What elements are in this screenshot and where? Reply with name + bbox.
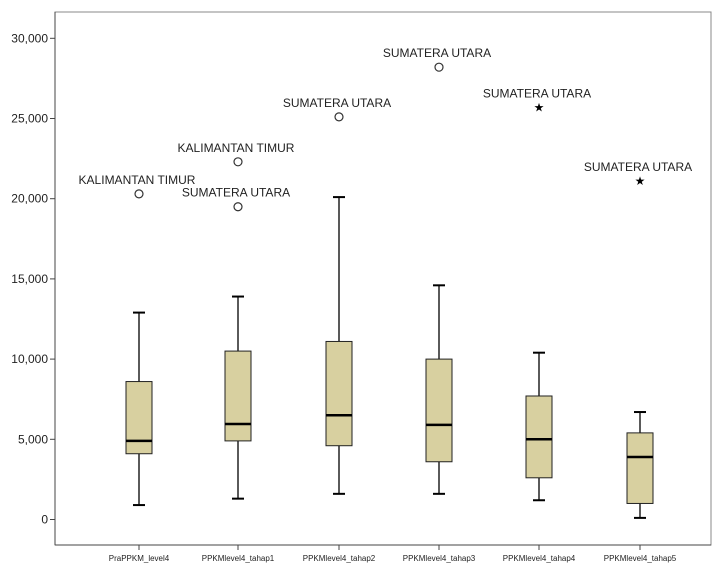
- outlier-point: SUMATERA UTARA: [283, 96, 391, 122]
- y-tick-label: 20,000: [11, 192, 48, 206]
- x-category-label: PPKMlevel4_tahap4: [503, 554, 576, 563]
- y-tick-label: 5,000: [18, 432, 48, 446]
- x-category-label: PPKMlevel4_tahap2: [303, 554, 376, 563]
- outlier-label: SUMATERA UTARA: [483, 86, 591, 100]
- iqr-box: [626, 432, 654, 504]
- outlier-circle-marker: [434, 62, 444, 72]
- y-axis-ticks: 0 5,000 10,000 15,000 20,000 25,000 30,000: [11, 31, 55, 527]
- y-tick-label: 15,000: [11, 272, 48, 286]
- outlier-circle-marker: [233, 202, 243, 212]
- outlier-point: SUMATERA UTARA: [383, 46, 491, 72]
- outlier-point: KALIMANTAN TIMUR: [79, 173, 196, 199]
- y-tick-label: 0: [41, 513, 48, 527]
- iqr-box: [525, 395, 553, 479]
- outlier-circle-marker: [233, 157, 243, 167]
- x-category-label: PPKMlevel4_tahap5: [604, 554, 677, 563]
- box-plot-item: [125, 311, 153, 507]
- outlier-point: ★SUMATERA UTARA: [584, 160, 692, 188]
- outlier-label: SUMATERA UTARA: [283, 96, 391, 110]
- y-tick-label: 30,000: [11, 31, 48, 45]
- box-plot-item: [626, 411, 654, 519]
- plot-frame: [54, 11, 712, 546]
- box-plot-item: [525, 351, 553, 502]
- iqr-box: [425, 358, 453, 463]
- outlier-star-marker: ★: [635, 174, 646, 188]
- x-category-label: PraPPKM_level4: [109, 554, 170, 563]
- outlier-star-marker: ★: [534, 100, 545, 114]
- y-tick-label: 25,000: [11, 112, 48, 126]
- x-axis-labels: PraPPKM_level4 PPKMlevel4_tahap1 PPKMlevel…: [109, 545, 677, 563]
- outlier-circle-marker: [334, 112, 344, 122]
- x-category-label: PPKMlevel4_tahap3: [403, 554, 476, 563]
- x-category-label: PPKMlevel4_tahap1: [202, 554, 275, 563]
- boxes-group: [125, 196, 654, 519]
- iqr-box: [125, 381, 153, 455]
- box-plot-item: [224, 295, 252, 500]
- outlier-point: ★SUMATERA UTARA: [483, 86, 591, 114]
- outlier-label: KALIMANTAN TIMUR: [178, 141, 295, 155]
- iqr-box: [325, 340, 353, 447]
- outlier-label: SUMATERA UTARA: [182, 186, 290, 200]
- box-plot-item: [325, 196, 353, 495]
- outlier-point: KALIMANTAN TIMUR: [178, 141, 295, 167]
- outlier-point: SUMATERA UTARA: [182, 186, 290, 212]
- y-tick-label: 10,000: [11, 352, 48, 366]
- iqr-box: [224, 350, 252, 442]
- outlier-circle-marker: [134, 189, 144, 199]
- outlier-label: SUMATERA UTARA: [383, 46, 491, 60]
- box-plot-item: [425, 284, 453, 495]
- outlier-label: KALIMANTAN TIMUR: [79, 173, 196, 187]
- outlier-label: SUMATERA UTARA: [584, 160, 692, 174]
